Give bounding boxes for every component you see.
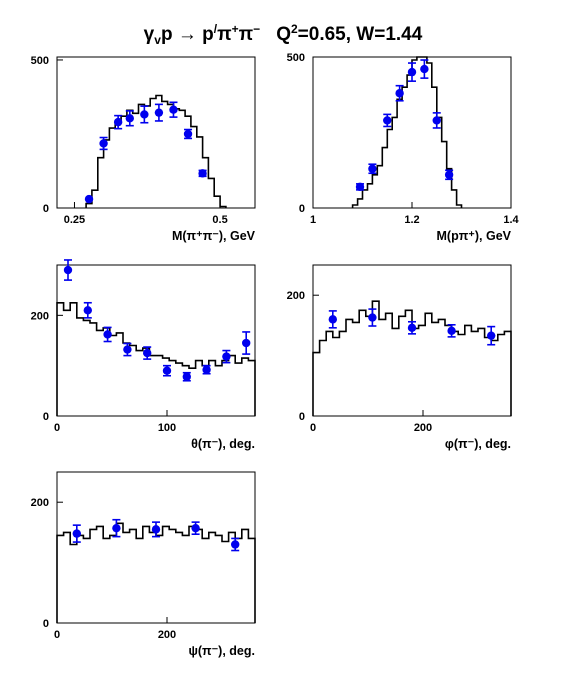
x-tick-label: 200 bbox=[158, 629, 176, 641]
data-point bbox=[125, 114, 134, 123]
data-point bbox=[183, 129, 193, 139]
data-point bbox=[63, 265, 73, 275]
data-point bbox=[72, 529, 82, 538]
data-point bbox=[162, 366, 172, 375]
y-tick-label: 500 bbox=[31, 55, 49, 67]
x-tick-label: 200 bbox=[414, 422, 432, 434]
histogram-line bbox=[312, 300, 512, 416]
data-point bbox=[355, 182, 365, 192]
data-point bbox=[103, 330, 112, 339]
data-point bbox=[191, 523, 200, 533]
data-point bbox=[407, 323, 417, 333]
data-point bbox=[123, 345, 132, 354]
y-tick-label: 200 bbox=[287, 290, 305, 302]
x-axis-label: θ(π⁻), deg. bbox=[191, 437, 255, 451]
y-tick-label: 0 bbox=[299, 203, 305, 215]
histogram-line bbox=[56, 302, 256, 416]
x-axis-label: M(pπ⁺), GeV bbox=[437, 229, 512, 243]
plot-frame bbox=[56, 56, 256, 209]
x-tick-label: 1 bbox=[310, 214, 316, 226]
data-point bbox=[447, 326, 456, 336]
data-point bbox=[444, 170, 454, 179]
data-point bbox=[143, 348, 152, 358]
x-axis-label: ψ(π⁻), deg. bbox=[188, 644, 255, 658]
data-point bbox=[368, 313, 377, 322]
data-point bbox=[112, 523, 121, 533]
y-tick-label: 0 bbox=[43, 618, 49, 630]
x-axis-label: M(π⁺π⁻), GeV bbox=[172, 229, 256, 243]
plot-frame bbox=[312, 264, 512, 417]
plot-frame bbox=[56, 471, 256, 624]
data-point bbox=[368, 164, 377, 173]
x-tick-label: 0 bbox=[310, 422, 316, 434]
data-point bbox=[420, 64, 429, 74]
data-point bbox=[383, 116, 392, 125]
data-point bbox=[231, 540, 240, 549]
panel-4: 0 200 0 200 φ(π⁻), deg. bbox=[287, 264, 512, 451]
y-tick-label: 200 bbox=[31, 497, 49, 509]
y-tick-label: 0 bbox=[43, 411, 49, 423]
panel-1: 0.25 0.5 0 500 M(π⁺π⁻), GeV bbox=[31, 55, 256, 243]
x-tick-label: 1.4 bbox=[503, 214, 519, 226]
histogram-line bbox=[351, 56, 463, 208]
panels-group: 0.25 0.5 0 500 M(π⁺π⁻), GeV 1 1.2 1.4 0 500 M(pπ⁺)… bbox=[31, 52, 520, 658]
data-point bbox=[182, 372, 191, 381]
data-point bbox=[487, 331, 496, 340]
x-axis-label: φ(π⁻), deg. bbox=[445, 437, 511, 451]
data-point bbox=[84, 194, 94, 204]
data-point bbox=[83, 306, 93, 315]
data-point bbox=[169, 105, 178, 114]
x-tick-label: 0.5 bbox=[212, 214, 227, 226]
y-tick-label: 500 bbox=[287, 52, 305, 64]
y-tick-label: 0 bbox=[43, 203, 49, 215]
panel-3: 0 100 0 200 θ(π⁻), deg. bbox=[31, 259, 256, 451]
figure-title: γvp → p/π+π− Q2=0.65, W=1.44 bbox=[144, 22, 423, 47]
histogram-line bbox=[85, 94, 227, 208]
plot-frame bbox=[56, 264, 256, 417]
data-point bbox=[432, 116, 441, 125]
data-point bbox=[328, 315, 337, 324]
data-point bbox=[151, 525, 161, 534]
data-point bbox=[395, 89, 404, 98]
panel-5: 0 200 0 200 ψ(π⁻), deg. bbox=[31, 471, 256, 658]
panel-2: 1 1.2 1.4 0 500 M(pπ⁺), GeV bbox=[287, 52, 520, 243]
x-tick-label: 1.2 bbox=[404, 214, 419, 226]
y-tick-label: 0 bbox=[299, 411, 305, 423]
data-point bbox=[140, 110, 149, 119]
data-point bbox=[242, 338, 251, 348]
data-point bbox=[154, 108, 164, 117]
data-point bbox=[198, 169, 207, 178]
x-tick-label: 100 bbox=[158, 422, 176, 434]
data-point bbox=[202, 365, 211, 374]
x-tick-label: 0.25 bbox=[64, 214, 85, 226]
x-tick-label: 0 bbox=[54, 422, 60, 434]
histogram-line bbox=[56, 522, 256, 623]
x-tick-label: 0 bbox=[54, 629, 60, 641]
data-point bbox=[99, 139, 108, 148]
data-point bbox=[222, 352, 231, 361]
data-point bbox=[113, 117, 123, 127]
data-point bbox=[407, 67, 417, 77]
y-tick-label: 200 bbox=[31, 310, 49, 322]
